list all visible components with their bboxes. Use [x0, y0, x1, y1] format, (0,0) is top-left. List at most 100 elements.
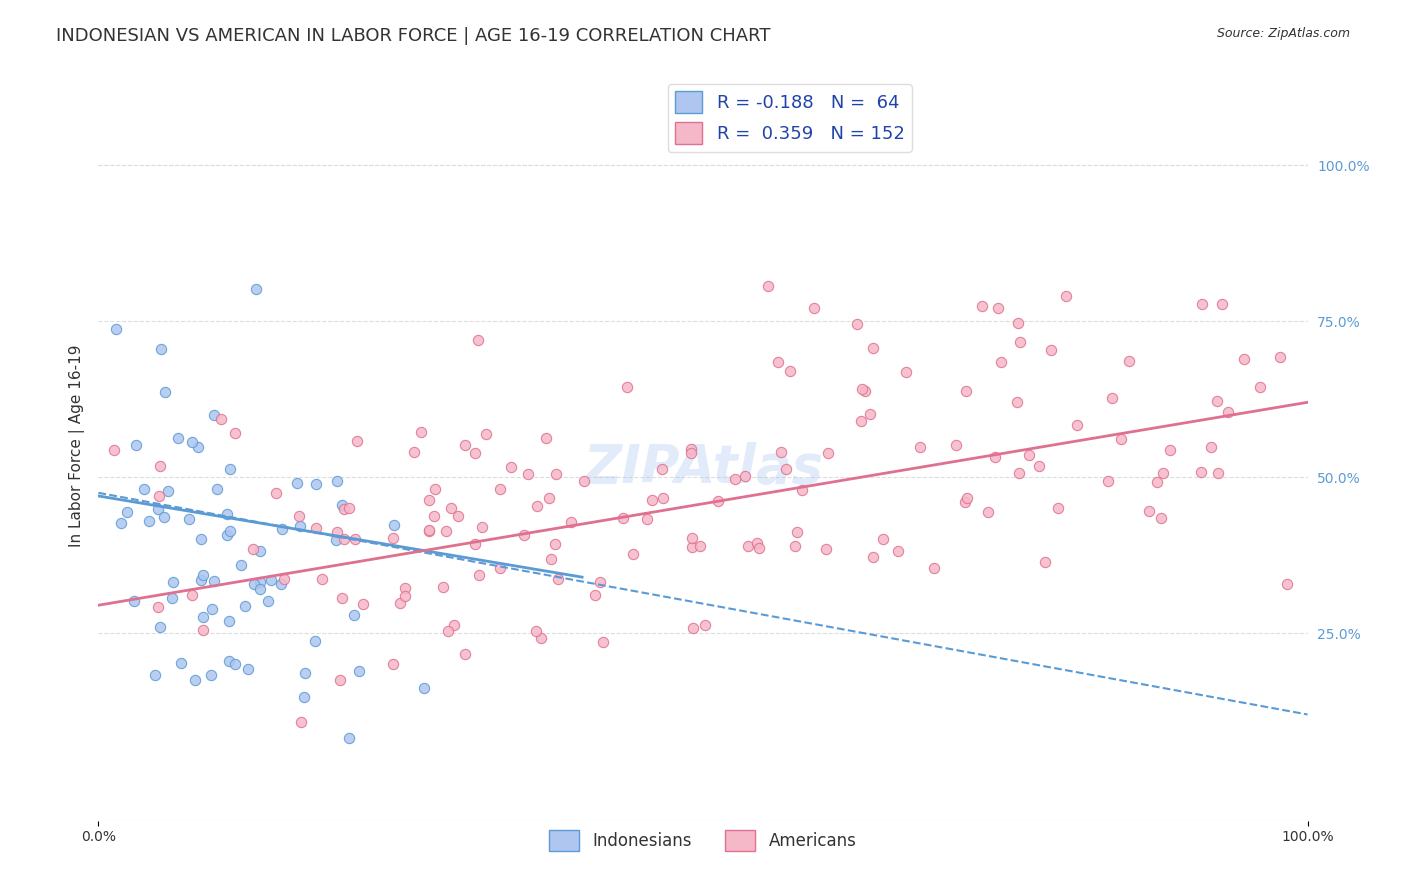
Americans — [786, 524, 808, 539]
Americans — [1191, 297, 1213, 311]
Indonesians — [145, 668, 167, 682]
Indonesians — [305, 477, 328, 491]
Americans — [329, 673, 352, 687]
Americans — [886, 544, 908, 558]
Americans — [418, 523, 440, 537]
Indonesians — [219, 524, 242, 538]
Americans — [953, 495, 976, 509]
Americans — [955, 384, 977, 398]
Americans — [987, 301, 1010, 315]
Americans — [1150, 510, 1173, 524]
Americans — [264, 486, 287, 500]
Americans — [474, 427, 496, 442]
Indonesians — [167, 431, 190, 445]
Americans — [332, 501, 354, 516]
Legend: Indonesians, Americans: Indonesians, Americans — [543, 823, 863, 857]
Americans — [436, 624, 458, 639]
Text: Source: ZipAtlas.com: Source: ZipAtlas.com — [1216, 27, 1350, 40]
Americans — [1206, 467, 1229, 481]
Americans — [382, 531, 405, 545]
Americans — [149, 459, 172, 474]
Americans — [546, 467, 568, 481]
Indonesians — [180, 435, 202, 450]
Americans — [589, 574, 612, 589]
Indonesians — [190, 533, 212, 547]
Americans — [896, 365, 918, 379]
Americans — [1007, 466, 1029, 480]
Indonesians — [236, 662, 259, 676]
Indonesians — [179, 512, 201, 526]
Americans — [330, 591, 353, 606]
Americans — [1275, 577, 1298, 591]
Americans — [612, 511, 634, 525]
Indonesians — [191, 567, 214, 582]
Americans — [468, 568, 491, 582]
Americans — [745, 536, 768, 550]
Americans — [547, 572, 569, 586]
Indonesians — [257, 594, 280, 608]
Indonesians — [169, 657, 191, 671]
Americans — [534, 431, 557, 445]
Indonesians — [413, 681, 436, 695]
Americans — [652, 491, 675, 506]
Americans — [682, 621, 704, 635]
Americans — [724, 472, 747, 486]
Americans — [242, 541, 264, 556]
Indonesians — [200, 602, 222, 616]
Americans — [191, 623, 214, 637]
Americans — [790, 483, 813, 497]
Americans — [394, 581, 416, 595]
Americans — [1249, 380, 1271, 394]
Indonesians — [132, 482, 155, 496]
Americans — [1118, 354, 1140, 368]
Americans — [1018, 448, 1040, 462]
Indonesians — [349, 664, 371, 678]
Americans — [311, 572, 333, 586]
Indonesians — [304, 634, 326, 648]
Americans — [803, 301, 825, 316]
Americans — [305, 521, 328, 535]
Americans — [681, 446, 703, 460]
Americans — [352, 597, 374, 611]
Americans — [453, 647, 475, 661]
Indonesians — [229, 558, 252, 573]
Americans — [1040, 343, 1063, 357]
Americans — [418, 493, 440, 508]
Indonesians — [249, 544, 271, 558]
Americans — [651, 462, 673, 476]
Indonesians — [153, 510, 176, 524]
Americans — [530, 631, 553, 645]
Indonesians — [218, 615, 240, 629]
Indonesians — [288, 519, 311, 533]
Americans — [425, 482, 447, 496]
Americans — [574, 474, 596, 488]
Americans — [464, 537, 486, 551]
Indonesians — [285, 476, 308, 491]
Indonesians — [271, 522, 294, 536]
Americans — [970, 299, 993, 313]
Americans — [103, 442, 125, 457]
Indonesians — [187, 441, 209, 455]
Americans — [1028, 459, 1050, 474]
Americans — [526, 499, 548, 513]
Americans — [540, 551, 562, 566]
Indonesians — [110, 516, 132, 530]
Indonesians — [155, 385, 177, 400]
Americans — [513, 528, 536, 542]
Americans — [851, 383, 873, 397]
Americans — [707, 494, 730, 508]
Americans — [748, 541, 770, 555]
Americans — [447, 508, 470, 523]
Indonesians — [219, 462, 242, 476]
Indonesians — [122, 594, 145, 608]
Americans — [689, 539, 711, 553]
Americans — [1109, 432, 1132, 446]
Americans — [990, 355, 1012, 369]
Americans — [1206, 394, 1229, 409]
Indonesians — [115, 505, 138, 519]
Indonesians — [270, 577, 292, 591]
Americans — [734, 468, 756, 483]
Indonesians — [259, 574, 281, 588]
Americans — [181, 588, 204, 602]
Indonesians — [207, 482, 229, 496]
